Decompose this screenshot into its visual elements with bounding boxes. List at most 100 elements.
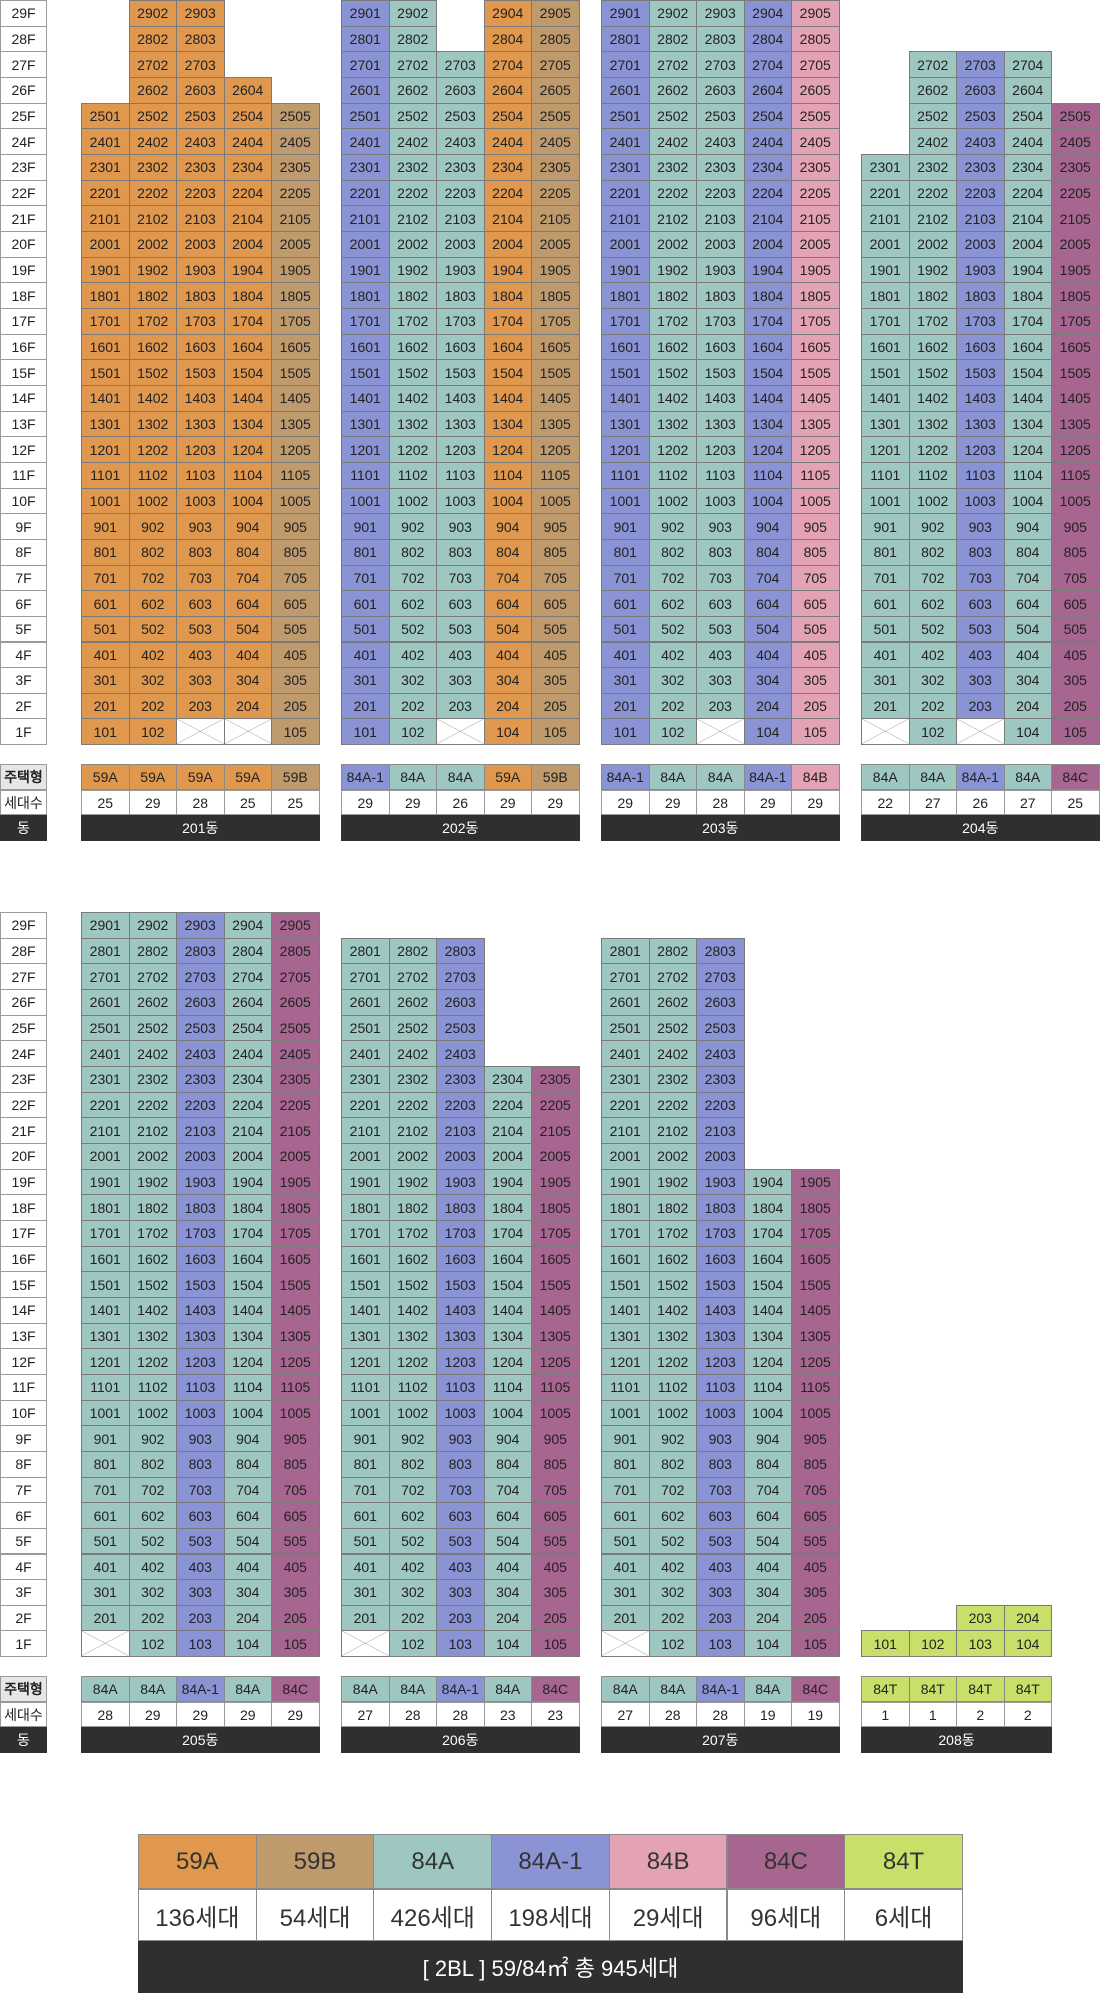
floor-label: 7F (0, 1476, 47, 1504)
unit-cell: 403 (176, 641, 225, 669)
building-name: 204동 (861, 815, 1100, 842)
unit-cell: 2501 (341, 102, 390, 130)
unit-type: 84C (791, 1676, 840, 1702)
unit-cell: 2303 (436, 153, 485, 181)
unit-cell: 1102 (388, 461, 437, 489)
unit-cell: 1705 (531, 307, 580, 335)
unit-cell: 1304 (223, 410, 272, 438)
unit-cell: 2002 (648, 1142, 697, 1170)
unit-cell: 1501 (341, 1271, 390, 1298)
unit-cell: 1403 (696, 384, 745, 412)
unit-cell: 2201 (341, 179, 390, 207)
unit-cell: 2205 (531, 1091, 580, 1119)
unit-cell: 703 (696, 564, 745, 592)
unit-cell: 1605 (1051, 333, 1100, 361)
unit-cell: 302 (128, 667, 177, 694)
floor-label: 23F (0, 1065, 47, 1093)
unit-cell: 2105 (531, 205, 580, 232)
unit-cell: 1702 (908, 307, 957, 335)
unit-cell: 903 (956, 513, 1005, 540)
unit-cell: 802 (908, 538, 957, 566)
unit-cell: 2403 (436, 1040, 485, 1067)
unit-cell: 2901 (81, 912, 130, 939)
unit-cell: 2305 (271, 153, 320, 181)
unit-count: 2 (956, 1701, 1005, 1728)
unit-cell: 1301 (81, 410, 130, 438)
unit-cell: 2301 (341, 1065, 390, 1093)
unit-cell: 901 (81, 1425, 130, 1452)
unit-cell: 801 (601, 1450, 650, 1478)
unit-cell: 104 (1003, 1630, 1052, 1658)
unit-count: 27 (908, 789, 957, 816)
unit-cell: 1601 (601, 333, 650, 361)
unit-cell: 902 (388, 1425, 437, 1452)
unit-cell: 2205 (271, 1091, 320, 1119)
unit-cell: 1901 (601, 1168, 650, 1196)
unit-cell: 1502 (128, 1271, 177, 1298)
unit-cell: 1001 (341, 487, 390, 515)
floor-label: 18F (0, 282, 47, 309)
unit-cell: 2005 (531, 230, 580, 258)
unit-count: 29 (128, 1701, 177, 1728)
unit-cell: 1105 (791, 461, 840, 489)
unit-cell: 704 (483, 564, 532, 592)
unit-cell: 2005 (271, 230, 320, 258)
unit-cell: 2602 (388, 988, 437, 1016)
unit-cell: 405 (791, 641, 840, 669)
empty-unit (696, 718, 745, 746)
unit-cell: 904 (223, 513, 272, 540)
floor-label: 9F (0, 513, 47, 540)
unit-cell: 1103 (956, 461, 1005, 489)
unit-cell: 2304 (743, 153, 792, 181)
unit-cell: 402 (908, 641, 957, 669)
unit-cell: 1402 (908, 384, 957, 412)
unit-cell: 1502 (648, 359, 697, 386)
unit-cell: 2602 (648, 988, 697, 1016)
unit-cell: 504 (743, 1527, 792, 1555)
unit-cell: 803 (176, 1450, 225, 1478)
unit-cell: 505 (791, 1527, 840, 1555)
unit-cell: 205 (531, 692, 580, 720)
unit-count: 29 (791, 789, 840, 816)
unit-cell: 703 (696, 1476, 745, 1504)
unit-cell: 1404 (483, 384, 532, 412)
unit-cell: 1401 (601, 384, 650, 412)
unit-cell: 2204 (223, 1091, 272, 1119)
unit-cell: 1601 (861, 333, 910, 361)
unit-cell: 705 (271, 1476, 320, 1504)
unit-cell: 202 (388, 692, 437, 720)
building-header: 동 (0, 815, 47, 842)
unit-cell: 101 (861, 1630, 910, 1658)
unit-type: 84A (388, 764, 437, 790)
unit-cell: 1505 (271, 359, 320, 386)
unit-cell: 1705 (531, 1219, 580, 1247)
unit-cell: 105 (791, 1630, 840, 1658)
unit-cell: 1002 (388, 1399, 437, 1427)
unit-cell: 1205 (531, 436, 580, 463)
unit-cell: 1905 (271, 1168, 320, 1196)
unit-cell: 2704 (483, 51, 532, 78)
unit-count: 29 (648, 789, 697, 816)
unit-cell: 902 (128, 1425, 177, 1452)
unit-cell: 803 (436, 538, 485, 566)
unit-cell: 1802 (388, 1194, 437, 1221)
unit-cell: 2602 (908, 76, 957, 104)
unit-cell: 2002 (128, 1142, 177, 1170)
unit-cell: 402 (648, 641, 697, 669)
unit-cell: 504 (1003, 615, 1052, 643)
unit-cell: 2101 (341, 205, 390, 232)
building-name: 205동 (81, 1727, 320, 1754)
unit-cell: 1104 (223, 1373, 272, 1401)
unit-cell: 201 (341, 692, 390, 720)
unit-cell: 1204 (223, 436, 272, 463)
unit-cell: 2602 (388, 76, 437, 104)
unit-cell: 803 (696, 1450, 745, 1478)
floor-label: 12F (0, 1348, 47, 1375)
unit-cell: 1902 (128, 256, 177, 284)
unit-cell: 404 (1003, 641, 1052, 669)
unit-cell: 901 (601, 1425, 650, 1452)
unit-cell: 104 (743, 718, 792, 746)
unit-cell: 1901 (81, 1168, 130, 1196)
unit-cell: 701 (601, 1476, 650, 1504)
unit-cell: 1902 (388, 1168, 437, 1196)
